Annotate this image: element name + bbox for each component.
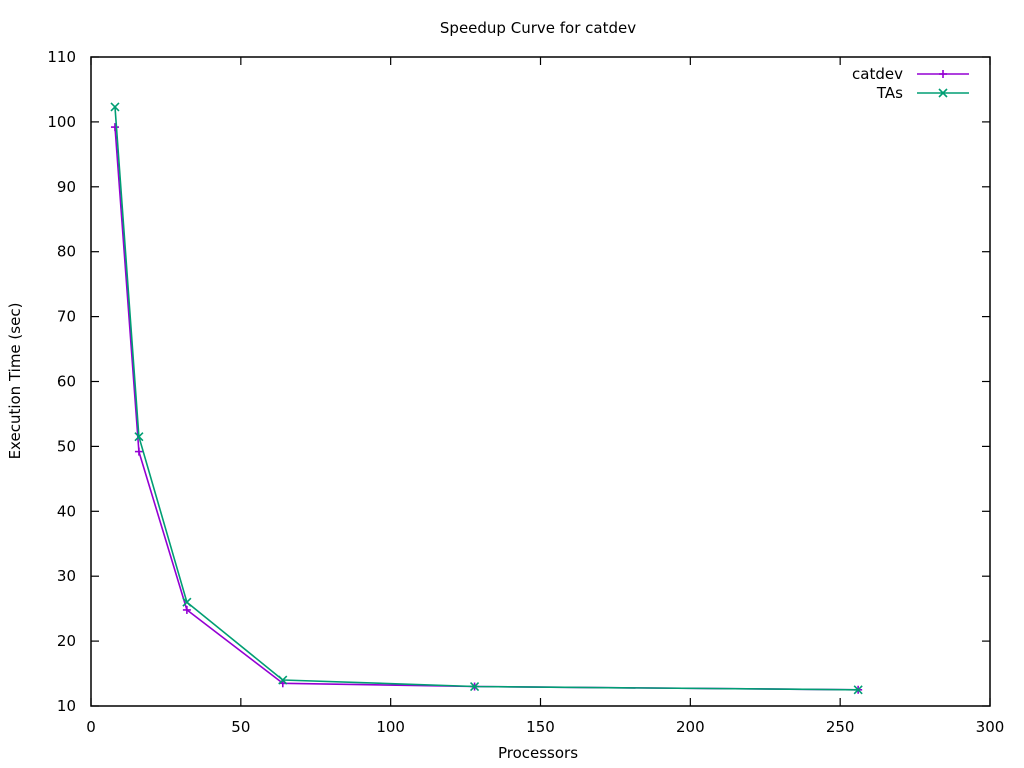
y-tick-label: 30 — [57, 567, 76, 585]
x-tick-label: 50 — [231, 718, 250, 736]
x-tick-label: 0 — [86, 718, 96, 736]
x-tick-label: 100 — [376, 718, 405, 736]
y-tick-label: 10 — [57, 697, 76, 715]
y-tick-label: 60 — [57, 373, 76, 391]
y-tick-label: 90 — [57, 178, 76, 196]
legend-label: catdev — [852, 65, 903, 83]
data-point-tas — [470, 681, 480, 692]
plot-frame — [90, 56, 991, 707]
series-line-catdev — [114, 127, 859, 691]
data-point-tas — [278, 675, 288, 685]
data-point-tas — [110, 102, 120, 112]
series-layer — [110, 102, 863, 695]
y-tick-label: 80 — [57, 243, 76, 261]
data-point-catdev — [110, 123, 119, 132]
chart-title: Speedup Curve for catdev — [440, 19, 636, 37]
x-axis: 0 50 100 150 200 250 300 — [86, 57, 1004, 736]
y-tick-label: 110 — [47, 48, 76, 66]
legend-label: TAs — [876, 84, 903, 102]
legend-marker — [939, 70, 947, 78]
y-tick-label: 100 — [47, 113, 76, 131]
x-tick-label: 150 — [526, 718, 555, 736]
y-tick-label: 20 — [57, 632, 76, 650]
data-point-tas — [134, 432, 144, 442]
x-tick-label: 250 — [826, 718, 855, 736]
legend-marker — [938, 88, 948, 98]
data-point-tas — [853, 685, 863, 695]
data-point-catdev — [182, 605, 191, 614]
y-tick-label: 40 — [57, 502, 76, 520]
y-axis: 10 20 30 40 50 60 70 80 90 100 110 — [47, 48, 990, 715]
y-tick-label: 50 — [57, 437, 76, 455]
y-tick-label: 70 — [57, 308, 76, 326]
x-tick-label: 300 — [976, 718, 1005, 736]
x-tick-label: 200 — [676, 718, 705, 736]
data-point-tas — [182, 597, 192, 607]
series-line-tas — [114, 106, 859, 691]
x-axis-label: Processors — [498, 744, 578, 762]
y-axis-label: Execution Time (sec) — [6, 303, 24, 460]
data-point-catdev — [134, 447, 143, 456]
